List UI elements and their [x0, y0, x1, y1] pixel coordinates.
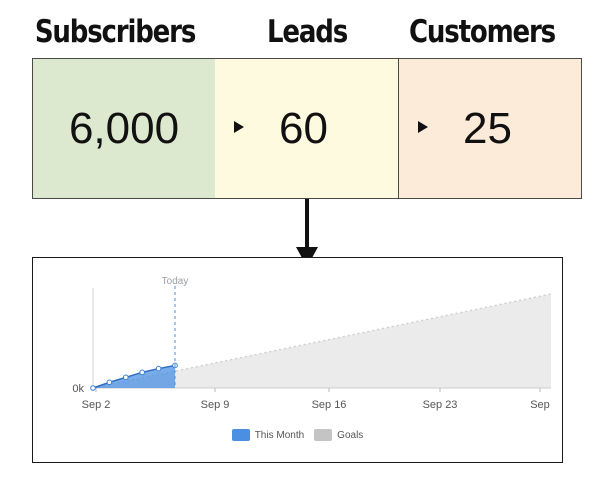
legend-swatch-goals — [314, 429, 333, 441]
subscribers-box: 6,000 — [32, 58, 216, 199]
this-month-point — [106, 379, 113, 386]
y-tick-label: 0k — [72, 383, 84, 395]
goal-progress-chart: Today Sep 2 Sep 9 Sep 16 Sep 23 Sep 0k This Mo… — [32, 257, 563, 463]
leads-box: 60 — [215, 58, 399, 199]
chart-legend: This Month Goals — [33, 429, 562, 441]
leads-header: Leads — [266, 14, 348, 50]
customers-box: 25 — [398, 58, 582, 199]
chart-plot: Today Sep 2 Sep 9 Sep 16 Sep 23 Sep 0k — [72, 276, 552, 411]
play-icon — [234, 121, 244, 133]
this-month-point — [155, 365, 162, 372]
x-tick-label: Sep 9 — [201, 399, 230, 411]
x-tick-label: Sep 23 — [423, 399, 458, 411]
today-label: Today — [162, 276, 189, 287]
subscribers-header: Subscribers — [34, 14, 197, 50]
x-tick-label: Sep — [530, 399, 550, 411]
this-month-point — [139, 369, 145, 376]
legend-label-goals: Goals — [337, 429, 364, 441]
subscribers-value: 6,000 — [68, 103, 180, 153]
this-month-point — [123, 374, 129, 381]
legend-swatch-this-month — [231, 429, 250, 441]
play-icon — [418, 121, 428, 133]
this-month-point — [90, 385, 96, 391]
legend-item-this-month[interactable]: This Month — [231, 429, 305, 441]
this-month-area — [93, 365, 175, 388]
leads-value: 60 — [279, 103, 328, 153]
customers-header: Customers — [408, 14, 556, 50]
customers-value: 25 — [463, 103, 512, 153]
x-tick-label: Sep 16 — [312, 399, 347, 411]
legend-item-goals[interactable]: Goals — [314, 429, 363, 441]
legend-label-this-month: This Month — [254, 429, 305, 441]
x-tick-label: Sep 2 — [82, 399, 111, 411]
